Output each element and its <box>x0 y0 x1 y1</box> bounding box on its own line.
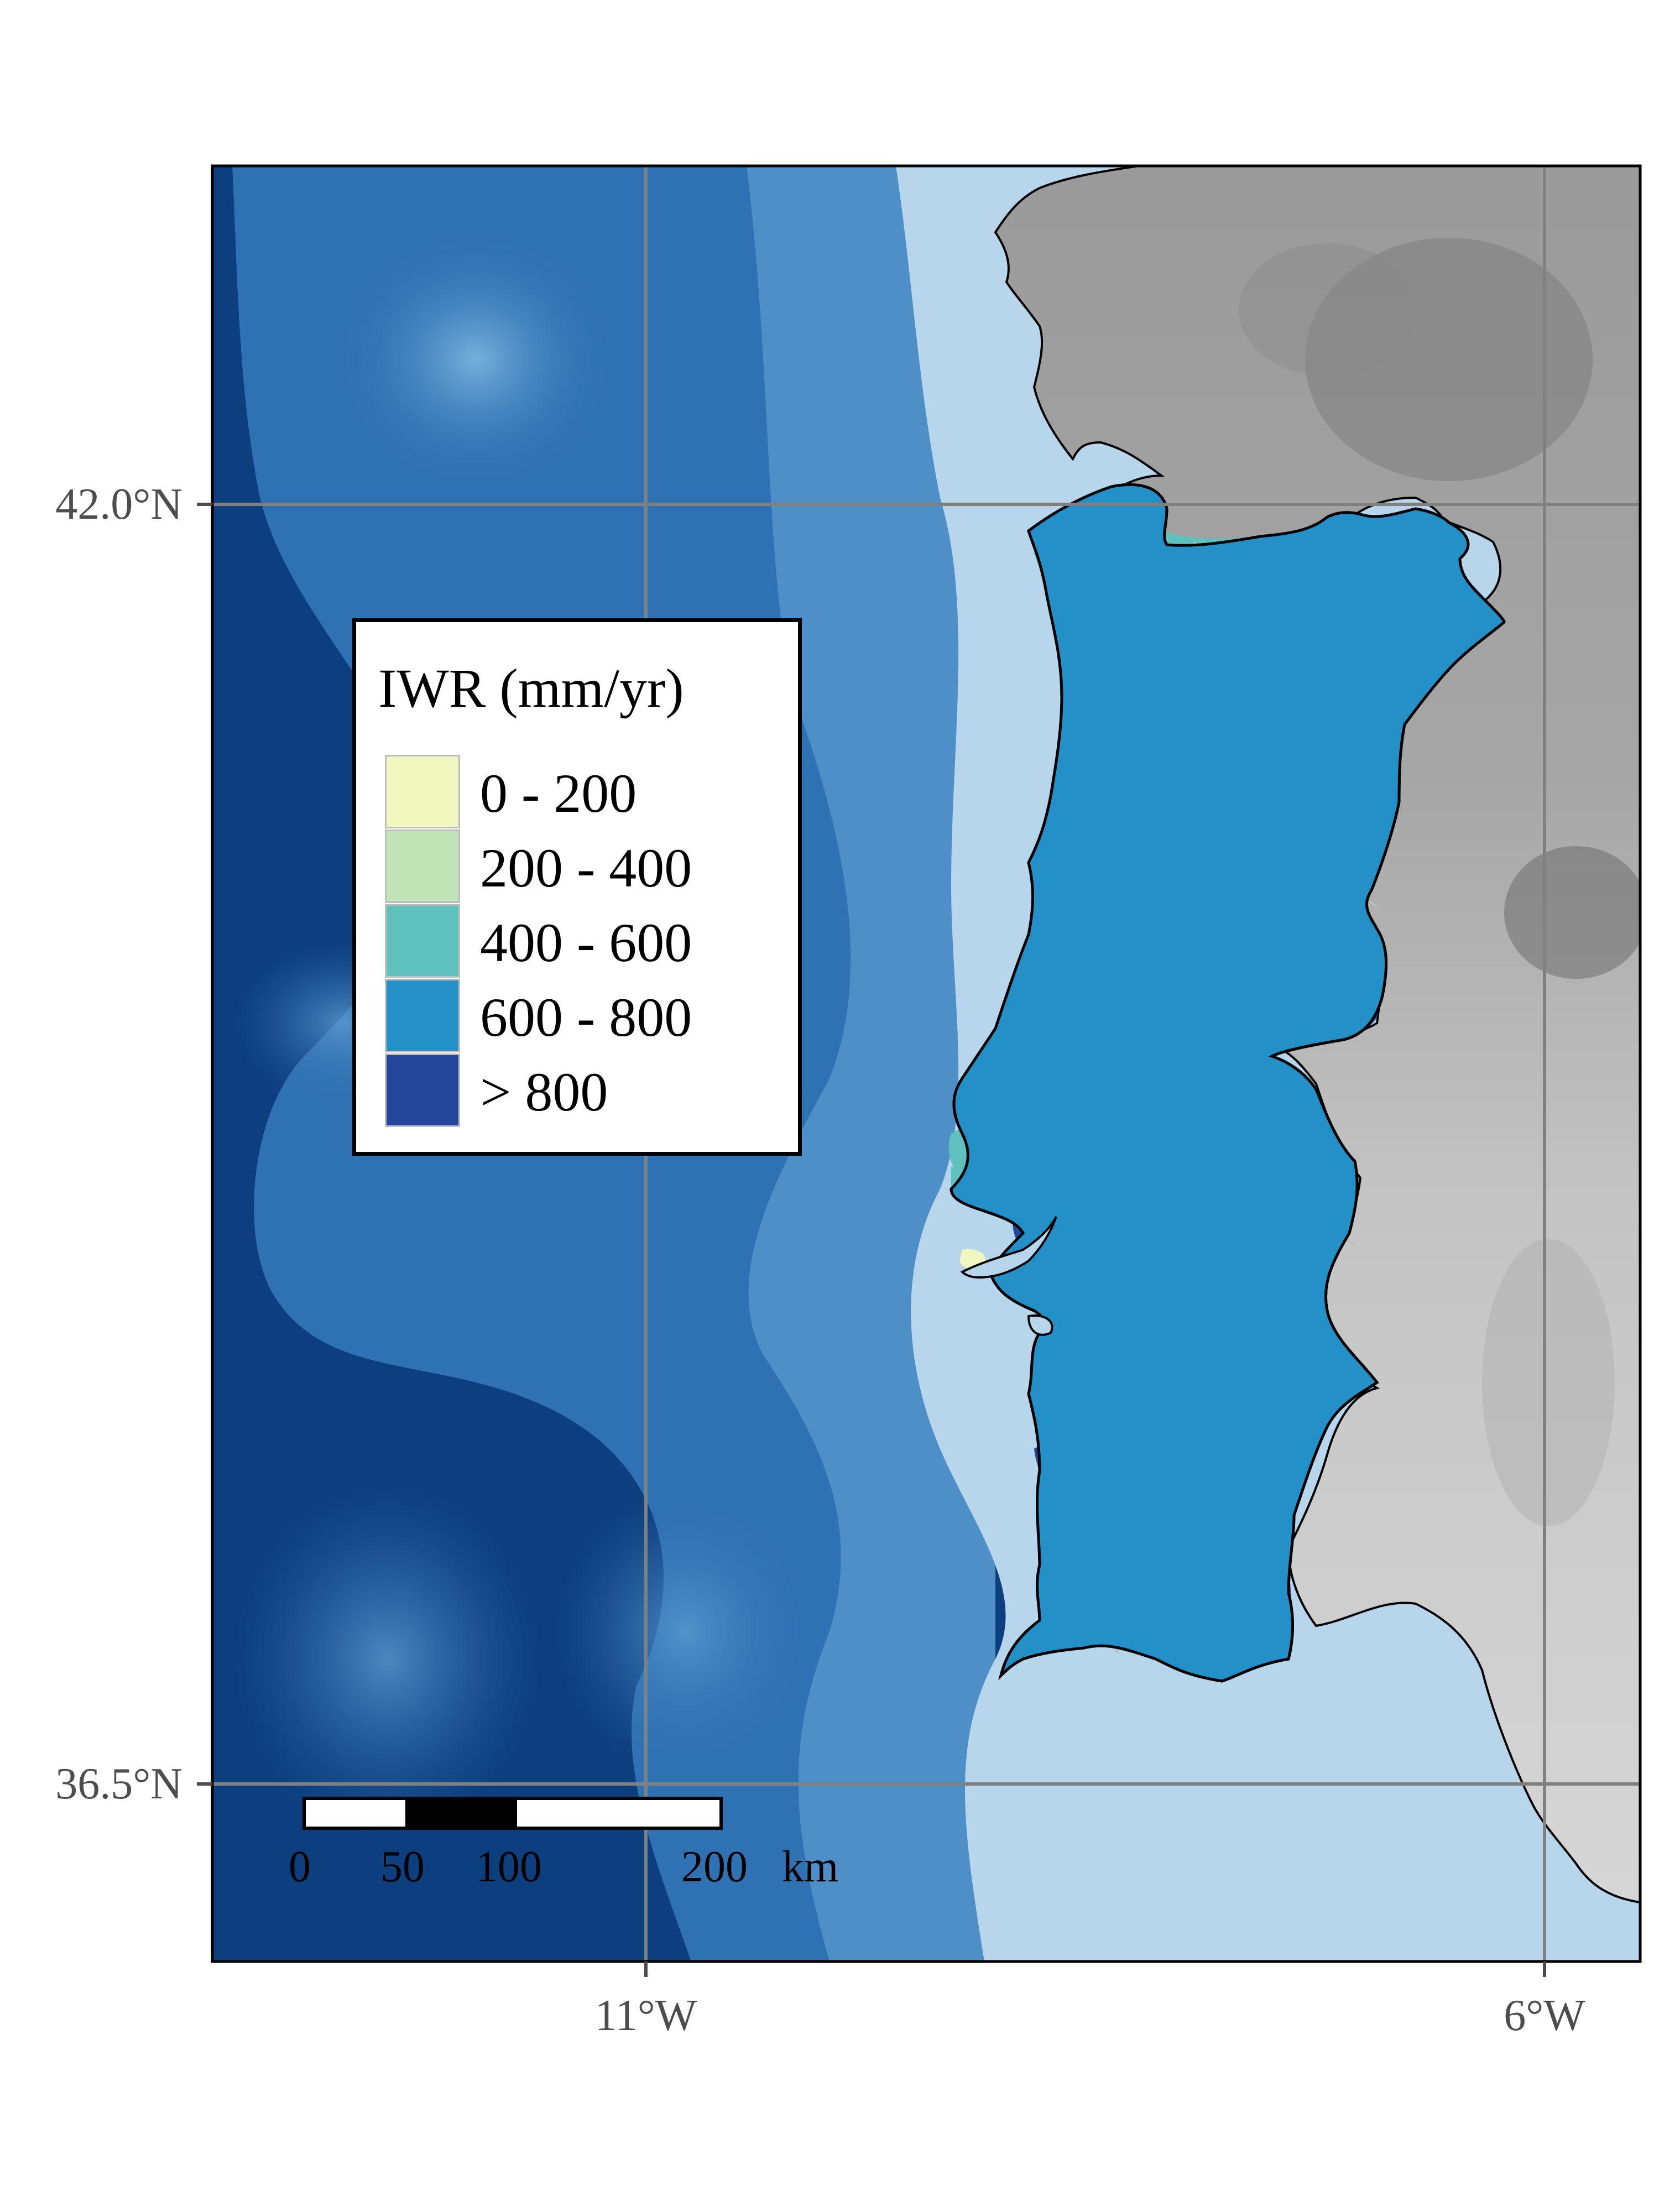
mountain-shade <box>1504 846 1640 979</box>
lat-label-42: 42.0°N <box>55 480 182 529</box>
legend-label: 200 - 400 <box>480 837 692 899</box>
legend-swatch <box>385 979 460 1052</box>
scale-bar-segment <box>405 1797 517 1830</box>
legend-swatch <box>385 1053 460 1127</box>
legend-label: 600 - 800 <box>480 987 692 1048</box>
slope-ocean <box>747 166 995 1961</box>
scale-label-0: 0 <box>289 1843 311 1891</box>
legend-label: 400 - 600 <box>480 912 692 973</box>
legend-item: 600 - 800 <box>385 979 772 1053</box>
legend-item: 200 - 400 <box>385 830 772 904</box>
map-panel <box>212 166 1640 1961</box>
axis-ticks <box>197 503 1546 1977</box>
lat-label-36-5: 36.5°N <box>55 1760 182 1808</box>
panel-border <box>211 164 1642 1963</box>
legend-label: > 800 <box>480 1061 608 1123</box>
shoal-patch <box>553 1488 818 1775</box>
scale-label-50: 50 <box>380 1843 425 1891</box>
tagus-estuary <box>960 1216 1057 1279</box>
scale-label-100: 100 <box>476 1843 542 1891</box>
shoal-patch <box>332 227 619 492</box>
scale-bar-segment <box>514 1797 723 1830</box>
legend: IWR (mm/yr) 0 - 200 200 - 400 400 - 600 … <box>352 618 802 1156</box>
lon-label-6w: 6°W <box>1504 1991 1585 2040</box>
legend-title: IWR (mm/yr) <box>378 658 684 719</box>
scale-bar <box>302 1797 723 1830</box>
legend-item: 0 - 200 <box>385 755 772 830</box>
legend-item: > 800 <box>385 1053 772 1128</box>
legend-item: 400 - 600 <box>385 904 772 979</box>
scale-unit-km: km <box>782 1843 839 1891</box>
legend-swatch <box>385 755 460 828</box>
legend-label: 0 - 200 <box>480 763 637 824</box>
mountain-shade <box>1305 238 1593 481</box>
scale-bar-segment <box>302 1797 409 1830</box>
mountain-shade <box>1482 1239 1615 1526</box>
legend-swatch <box>385 830 460 903</box>
lon-label-11w: 11°W <box>594 1991 697 2040</box>
shoal-patch <box>232 1482 542 1836</box>
sado-estuary <box>1027 1314 1053 1336</box>
mountain-shade <box>1239 243 1416 376</box>
scale-label-200: 200 <box>681 1843 748 1891</box>
legend-swatch <box>385 904 460 978</box>
